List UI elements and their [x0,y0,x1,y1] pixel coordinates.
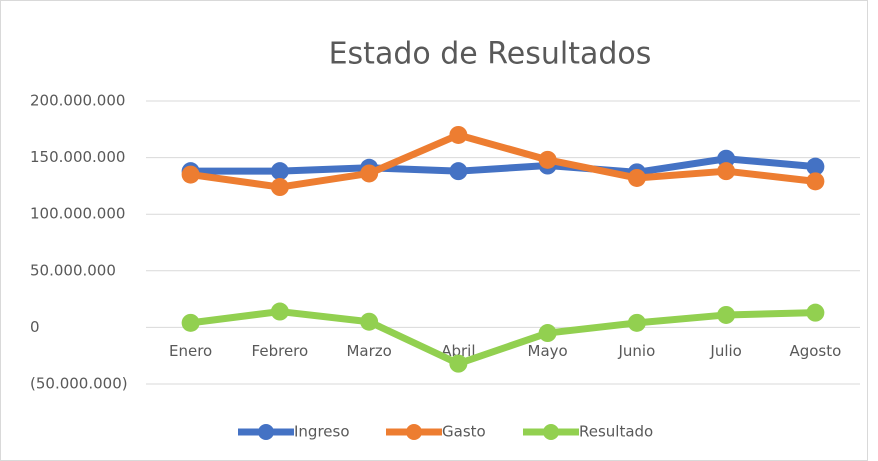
data-point [449,354,468,373]
x-tick-label: Abril [441,342,475,360]
x-tick-label: Junio [617,342,655,360]
data-point [360,164,379,183]
x-tick-label: Marzo [346,342,391,360]
data-point [181,165,200,184]
series-line [190,131,816,191]
data-point [717,162,736,181]
x-tick-label: Febrero [252,342,309,360]
x-tick-label: Mayo [528,342,568,360]
x-tick-label: Julio [709,342,741,360]
x-tick-label: Agosto [789,342,841,360]
data-point [360,312,379,331]
data-point [627,168,646,187]
y-tick-label: 50.000.000 [30,261,116,279]
data-point [806,172,825,191]
x-tick-label: Enero [169,342,212,360]
y-tick-label: 200.000.000 [30,92,125,110]
legend-marker [543,424,559,440]
data-point [449,125,468,144]
data-point [717,305,736,324]
data-point [806,303,825,322]
y-tick-label: 0 [30,318,40,336]
y-tick-label: 100.000.000 [30,205,125,223]
data-point [270,162,289,181]
chart-title: Estado de Resultados [329,37,652,72]
data-point [270,302,289,321]
series-line [190,155,816,176]
legend-label: Resultado [579,423,653,441]
data-point [449,162,468,181]
legend-marker [406,424,422,440]
data-point [627,313,646,332]
data-point [538,324,557,343]
y-tick-label: (50.000.000) [30,375,128,393]
data-point [181,313,200,332]
legend-label: Ingreso [294,423,350,441]
legend-label: Gasto [442,423,486,441]
series-line [190,308,816,368]
data-point [270,178,289,197]
data-point [806,157,825,176]
data-point [717,149,736,168]
data-point [538,150,557,169]
y-tick-label: 150.000.000 [30,148,125,166]
legend-marker [258,424,274,440]
